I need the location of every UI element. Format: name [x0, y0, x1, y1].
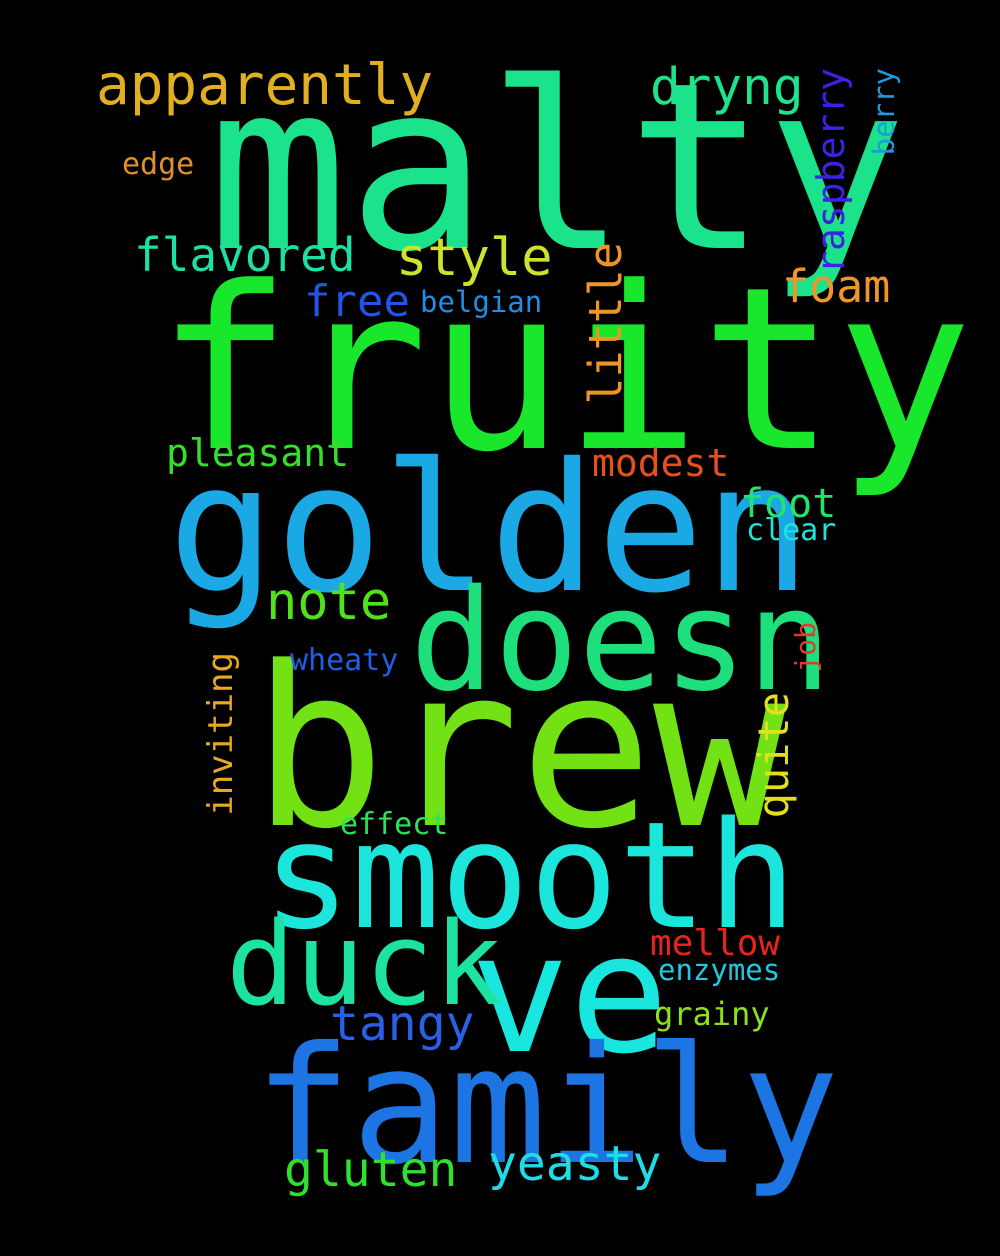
word-ve: ve: [470, 898, 669, 1090]
word-family: family: [254, 1013, 840, 1201]
word-doesn: doesn: [410, 560, 832, 723]
word-duck: duck: [226, 898, 503, 1032]
word-berry: berry: [867, 68, 901, 156]
word-modest: modest: [592, 441, 730, 485]
word-smooth: smooth: [262, 790, 797, 962]
word-gluten: gluten: [284, 1142, 458, 1198]
word-quite: quite: [749, 692, 798, 819]
word-fruity: fruity: [156, 239, 973, 502]
word-edge: edge: [122, 147, 195, 182]
word-note: note: [266, 572, 392, 632]
word-yeasty: yeasty: [488, 1136, 662, 1192]
word-style: style: [396, 228, 553, 288]
word-mellow: mellow: [650, 923, 781, 964]
word-pleasant: pleasant: [166, 431, 350, 475]
word-golden: golden: [168, 425, 811, 632]
word-little: little: [579, 242, 632, 405]
word-free: free: [304, 276, 410, 327]
word-clear: clear: [746, 513, 837, 548]
word-flavored: flavored: [134, 228, 356, 282]
word-foam: foam: [782, 260, 891, 313]
word-apparently: apparently: [96, 53, 434, 118]
word-inviting: inviting: [201, 652, 241, 816]
word-brew: brew: [252, 620, 787, 878]
word-job: job: [789, 622, 822, 673]
word-tangy: tangy: [330, 996, 475, 1052]
word-effect: effect: [340, 807, 449, 842]
word-foot: foot: [740, 481, 837, 527]
word-dryng: dryng: [650, 58, 804, 117]
word-grainy: grainy: [654, 995, 770, 1033]
word-enzymes: enzymes: [658, 953, 781, 987]
word-wheaty: wheaty: [290, 643, 399, 678]
word-raspberry: raspberry: [809, 68, 853, 274]
word-malty: malty: [208, 33, 907, 303]
word-belgian: belgian: [420, 285, 543, 319]
